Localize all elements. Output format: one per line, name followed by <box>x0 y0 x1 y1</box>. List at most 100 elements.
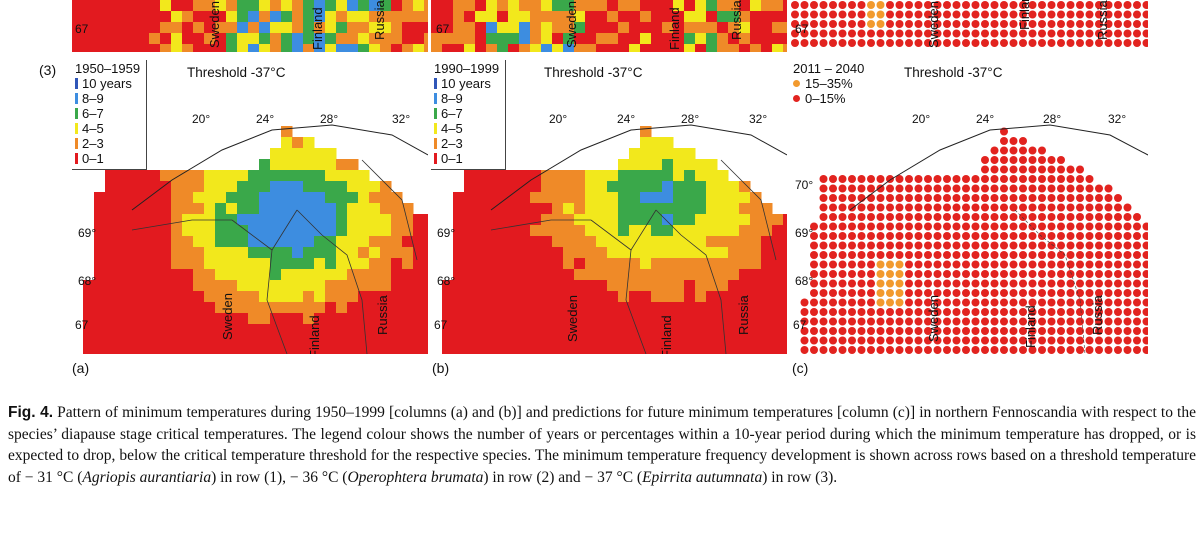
grid-cell <box>380 247 392 259</box>
grid-point <box>1019 20 1027 28</box>
grid-point <box>943 317 951 326</box>
grid-cell <box>369 44 381 52</box>
grid-cell <box>127 269 139 281</box>
grid-point <box>876 10 885 19</box>
grid-cell <box>662 335 674 347</box>
grid-point <box>800 346 809 354</box>
grid-point <box>1066 289 1075 297</box>
grid-point <box>981 289 989 297</box>
grid-cell <box>215 291 227 303</box>
grid-point <box>962 10 970 19</box>
grid-point <box>1000 20 1008 28</box>
grid-point <box>800 308 809 316</box>
grid-cell <box>552 269 564 281</box>
grid-point <box>819 29 828 38</box>
grid-cell <box>486 170 498 182</box>
grid-point <box>1047 260 1056 269</box>
grid-cell <box>270 335 282 347</box>
grid-cell <box>519 269 531 281</box>
lon-label-24: 24° <box>256 112 275 126</box>
grid-cell <box>673 225 685 237</box>
grid-cell <box>761 269 773 281</box>
grid-cell <box>761 203 773 215</box>
grid-cell <box>552 225 564 237</box>
grid-point <box>886 222 894 231</box>
grid-point <box>1000 137 1008 145</box>
grid-point <box>867 279 875 288</box>
legend-entry-15-35: 15–35% <box>793 76 864 91</box>
grid-cell <box>270 33 282 45</box>
grid-cell <box>475 280 487 292</box>
grid-cell <box>259 335 271 347</box>
grid-cell <box>453 236 465 248</box>
grid-point <box>1085 213 1094 221</box>
grid-cell <box>281 170 293 182</box>
grid-cell <box>171 247 183 259</box>
grid-point <box>1142 29 1148 38</box>
grid-point <box>971 308 980 316</box>
grid-cell <box>391 0 403 12</box>
grid-cell <box>270 225 282 237</box>
grid-point <box>924 222 932 231</box>
grid-cell <box>508 203 520 215</box>
grid-point <box>1009 251 1018 259</box>
grid-cell <box>347 247 359 259</box>
grid-point <box>1009 336 1018 345</box>
grid-point <box>952 10 961 19</box>
grid-cell <box>772 11 784 23</box>
grid-point <box>962 29 970 38</box>
grid-cell <box>127 335 139 347</box>
grid-point <box>791 1 799 9</box>
grid-point <box>1009 317 1018 326</box>
grid-point <box>886 29 894 38</box>
grid-cell <box>585 302 597 314</box>
grid-point <box>905 203 913 212</box>
grid-cell <box>325 291 337 303</box>
grid-point <box>952 29 961 38</box>
row2-map-b <box>431 0 787 52</box>
grid-cell <box>83 280 95 292</box>
grid-point <box>819 175 828 183</box>
grid-cell <box>369 291 381 303</box>
grid-cell <box>215 33 227 45</box>
grid-cell <box>695 203 707 215</box>
map-panel-c: 2011 – 2040 15–35% 0–15% Threshold -37°C… <box>790 60 1148 354</box>
grid-point <box>1019 251 1027 259</box>
grid-point <box>1076 29 1084 38</box>
grid-cell <box>380 11 392 23</box>
grid-cell <box>640 148 652 160</box>
grid-point <box>914 194 923 202</box>
grid-cell <box>160 269 172 281</box>
grid-cell <box>486 236 498 248</box>
grid-cell <box>303 148 315 160</box>
grid-cell <box>673 170 685 182</box>
grid-point <box>1028 213 1037 221</box>
grid-cell <box>292 44 304 52</box>
grid-point <box>819 232 828 240</box>
grid-cell <box>684 0 696 12</box>
grid-point <box>1095 232 1103 240</box>
grid-point <box>962 317 970 326</box>
grid-point <box>895 298 904 307</box>
grid-cell <box>369 11 381 23</box>
grid-cell <box>739 302 751 314</box>
grid-point <box>924 232 932 240</box>
top-lat-label: 67 <box>75 22 89 36</box>
grid-cell <box>303 22 315 34</box>
grid-cell <box>149 181 161 193</box>
grid-cell <box>750 0 762 12</box>
grid-cell <box>695 335 707 347</box>
grid-point <box>1028 270 1037 278</box>
grid-cell <box>116 170 128 182</box>
grid-point <box>933 317 942 326</box>
grid-cell <box>552 313 564 325</box>
grid-point <box>819 1 828 9</box>
grid-cell <box>160 324 172 336</box>
grid-cell <box>508 258 520 270</box>
grid-cell <box>226 225 238 237</box>
grid-cell <box>391 247 403 259</box>
grid-cell <box>497 170 509 182</box>
grid-point <box>1104 289 1113 297</box>
grid-cell <box>259 258 271 270</box>
grid-point <box>1066 222 1075 231</box>
